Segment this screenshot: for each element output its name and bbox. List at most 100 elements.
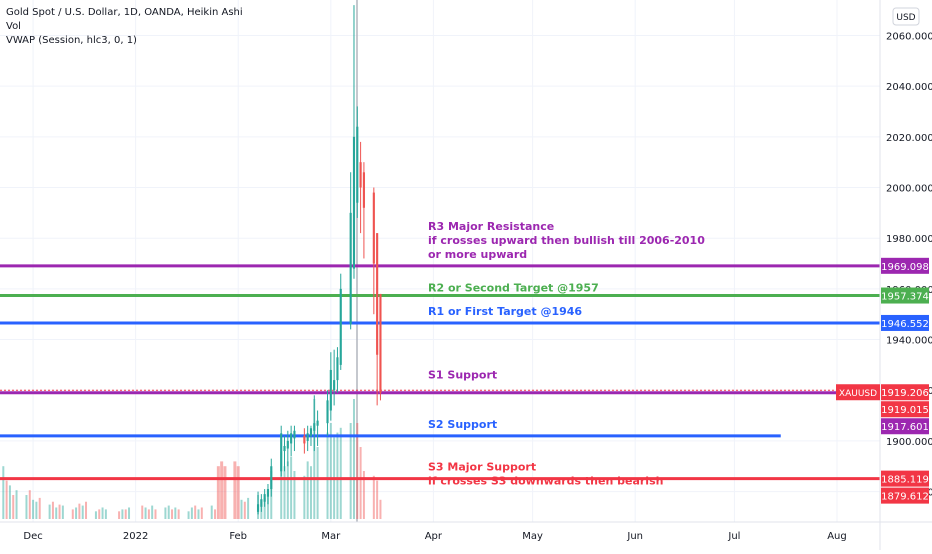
- volume-bar: [329, 423, 332, 519]
- volume-bar: [306, 461, 309, 519]
- volume-bar: [151, 505, 154, 519]
- candle-body: [260, 499, 263, 507]
- volume-bar: [220, 461, 224, 519]
- volume-bar: [28, 490, 31, 519]
- time-tick-label: Feb: [229, 531, 247, 542]
- price-tag-label: 1879.612: [881, 492, 929, 503]
- candle-body: [286, 440, 289, 449]
- volume-bar: [339, 427, 342, 519]
- price-axis-panel: [880, 0, 932, 550]
- level-annotation: R2 or Second Target @1957: [428, 282, 599, 295]
- volume-bar: [266, 492, 269, 519]
- price-tag: [881, 418, 929, 435]
- candle-body: [336, 357, 339, 381]
- volume-bar: [35, 501, 38, 519]
- symbol-title[interactable]: Gold Spot / U.S. Dollar, 1D, OANDA, Heik…: [6, 7, 243, 18]
- volume-bar: [8, 485, 11, 519]
- price-tag: [881, 487, 929, 504]
- symbol-tag: [836, 384, 880, 401]
- volume-bar: [171, 509, 174, 519]
- candle-body: [379, 293, 382, 393]
- candle-body: [266, 489, 270, 497]
- volume-bar: [25, 495, 28, 519]
- candle-body: [270, 466, 273, 490]
- candle-body: [339, 288, 342, 365]
- volume-bar: [118, 511, 121, 519]
- volume-bar: [356, 423, 359, 519]
- candle-body: [313, 423, 316, 431]
- volume-bar: [247, 497, 250, 519]
- symbol-tag-label: XAUUSD: [839, 389, 877, 399]
- volume-bar: [303, 475, 306, 519]
- volume-bar: [190, 507, 193, 519]
- volume-bar: [55, 507, 58, 519]
- volume-bar: [164, 507, 167, 519]
- time-tick-label: 2022: [123, 531, 148, 542]
- volume-bar: [32, 499, 35, 519]
- level-annotation: if crosses S3 downwards then bearish: [428, 475, 663, 488]
- level-annotation: S2 Support: [428, 418, 497, 431]
- candle-body: [349, 212, 352, 325]
- volume-bar: [316, 447, 319, 519]
- volume-bar: [379, 499, 382, 519]
- volume-bar: [51, 501, 54, 519]
- time-tick-label: May: [522, 531, 543, 542]
- currency-button-label: USD: [896, 13, 915, 23]
- volume-bar: [263, 497, 266, 519]
- price-tag-label: 1885.119: [881, 475, 929, 486]
- price-tick-label: 2060.000: [886, 31, 932, 42]
- time-tick-label: Jul: [727, 531, 740, 542]
- volume-bar: [98, 509, 101, 519]
- volume-bar: [12, 495, 15, 519]
- price-tick-label: 1940.000: [886, 336, 932, 347]
- price-tag-label: 1957.374: [881, 292, 929, 303]
- level-annotation: or more upward: [428, 248, 527, 261]
- time-tick-label: Mar: [321, 531, 341, 542]
- volume-bar: [124, 509, 127, 519]
- candle-body: [303, 435, 306, 444]
- level-annotation: R3 Major Resistance: [428, 220, 554, 233]
- volume-bar: [336, 432, 339, 519]
- candle-body: [263, 494, 266, 502]
- volume-bar: [309, 466, 312, 519]
- volume-bar: [144, 507, 147, 519]
- volume-bar: [280, 451, 283, 519]
- candle-body: [333, 380, 336, 391]
- volume-bar: [78, 503, 81, 519]
- price-tag-label: 1919.015: [881, 405, 929, 416]
- price-tag: [881, 287, 929, 304]
- price-tags: 1969.098 1957.374 1946.552 1919.206 XAUUSD 19…: [836, 257, 929, 504]
- chart-legend: Gold Spot / U.S. Dollar, 1D, OANDA, Heik…: [6, 6, 243, 48]
- vwap-indicator-label[interactable]: VWAP (Session, hlc3, 0, 1): [6, 35, 137, 46]
- candle-body: [359, 162, 362, 188]
- volume-bar: [167, 505, 170, 519]
- price-tag: [881, 314, 929, 331]
- candle-body: [280, 433, 283, 472]
- volume-bar: [177, 509, 180, 519]
- candle-body: [376, 233, 379, 355]
- currency-button[interactable]: [892, 7, 920, 26]
- price-tag-label: 1969.098: [881, 262, 929, 273]
- level-annotation: R1 or First Target @1946: [428, 305, 582, 318]
- price-tag-label: 1917.601: [881, 422, 929, 433]
- volume-bar: [236, 466, 240, 519]
- price-tag-label: 1946.552: [881, 319, 929, 330]
- volume-bar: [372, 475, 375, 519]
- volume-bar: [313, 399, 316, 519]
- volume-bar: [352, 399, 355, 519]
- volume-bar: [104, 509, 107, 519]
- candle-body: [256, 504, 260, 512]
- volume-bar: [240, 499, 243, 519]
- volume-bar: [376, 480, 379, 519]
- time-tick-label: Dec: [23, 531, 42, 542]
- support-resistance-lines: [0, 264, 880, 481]
- volume-bar: [200, 507, 203, 519]
- volume-indicator-label[interactable]: Vol: [6, 21, 21, 32]
- volume-bar: [81, 505, 84, 519]
- price-tag-label: 1919.206: [881, 388, 929, 399]
- volume-bar: [121, 509, 124, 519]
- volume-bar: [147, 509, 150, 519]
- volume-bars: [2, 399, 382, 519]
